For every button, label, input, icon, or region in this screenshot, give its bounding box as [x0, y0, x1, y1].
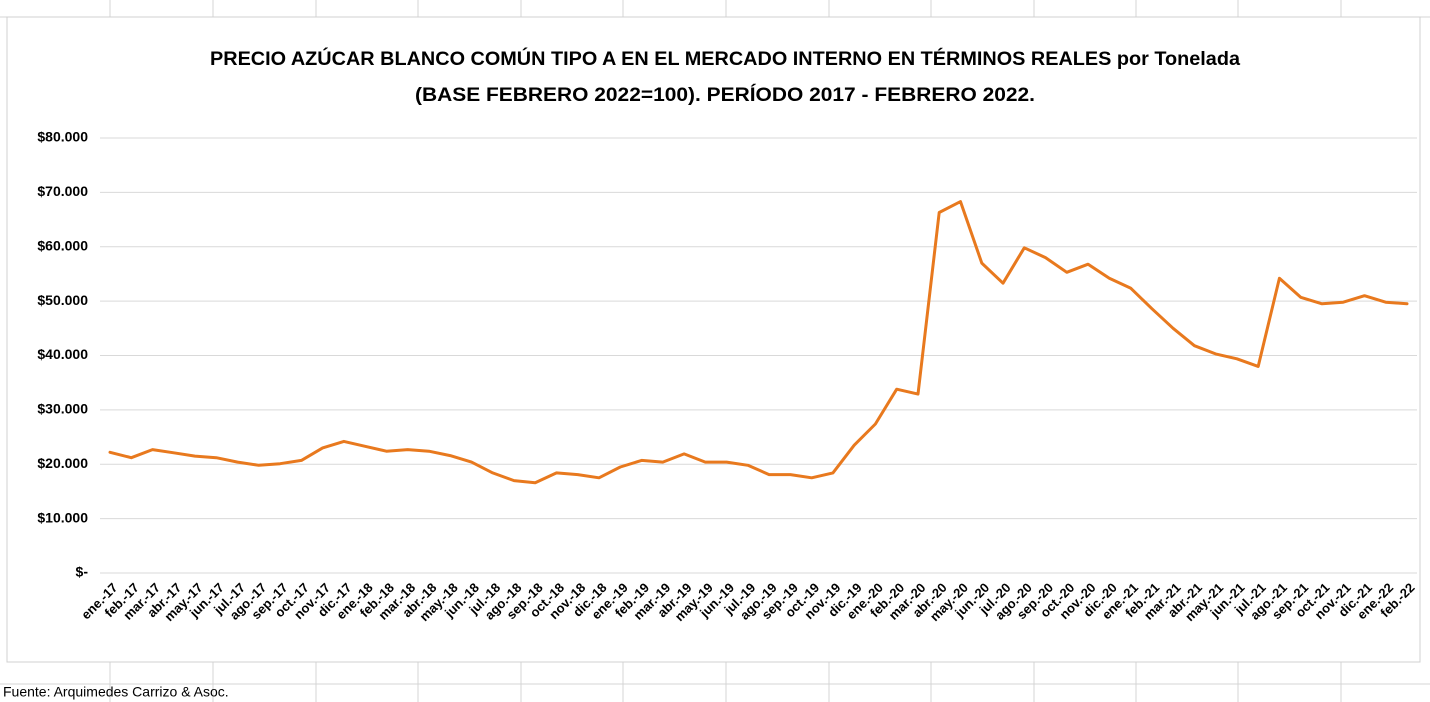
chart-area — [6, 16, 1421, 663]
y-tick-label: $20.000 — [37, 455, 88, 471]
y-tick-label: $- — [76, 564, 89, 580]
y-tick-label: $60.000 — [37, 237, 88, 253]
chart-subtitle: (BASE FEBRERO 2022=100). PERÍODO 2017 - … — [415, 84, 1035, 106]
y-tick-label: $30.000 — [37, 401, 88, 417]
y-tick-label: $10.000 — [37, 509, 88, 525]
y-tick-label: $80.000 — [37, 129, 88, 145]
price-line — [108, 200, 1409, 485]
y-tick-label: $40.000 — [37, 346, 88, 362]
y-tick-label: $50.000 — [37, 292, 88, 308]
chart-title: PRECIO AZÚCAR BLANCO COMÚN TIPO A EN EL … — [210, 48, 1240, 70]
y-tick-label: $70.000 — [37, 183, 88, 199]
source-note: Fuente: Arquimedes Carrizo & Asoc. — [3, 684, 229, 700]
